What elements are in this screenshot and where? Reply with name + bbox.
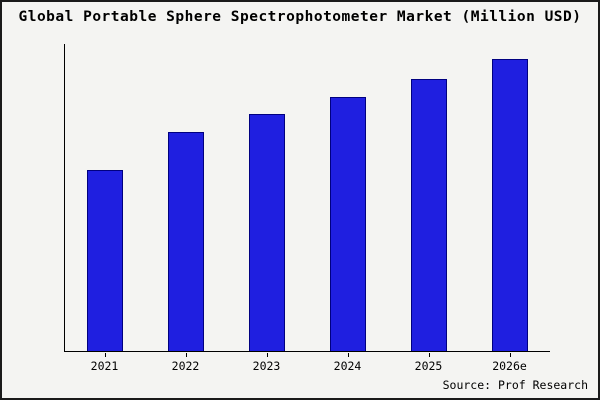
x-tick-label-2026e: 2026e <box>480 353 540 373</box>
source-note: Source: Prof Research <box>442 378 588 392</box>
bar-2025 <box>410 79 447 351</box>
x-tick-label-2023: 2023 <box>237 353 297 373</box>
x-tick-label-2021: 2021 <box>75 353 135 373</box>
bar-2024 <box>329 96 366 351</box>
x-tick-label-2022: 2022 <box>156 353 216 373</box>
chart-title: Global Portable Sphere Spectrophotometer… <box>18 9 582 25</box>
x-axis-labels: 2021 2022 2023 2024 2025 2026e <box>64 353 550 373</box>
plot-area <box>64 44 550 352</box>
x-tick-label-2025: 2025 <box>399 353 459 373</box>
bar-2023 <box>249 114 286 351</box>
bar-2021 <box>87 169 124 351</box>
x-tick-label-2024: 2024 <box>318 353 378 373</box>
bar-2026e <box>491 58 528 351</box>
bar-2022 <box>168 131 205 351</box>
